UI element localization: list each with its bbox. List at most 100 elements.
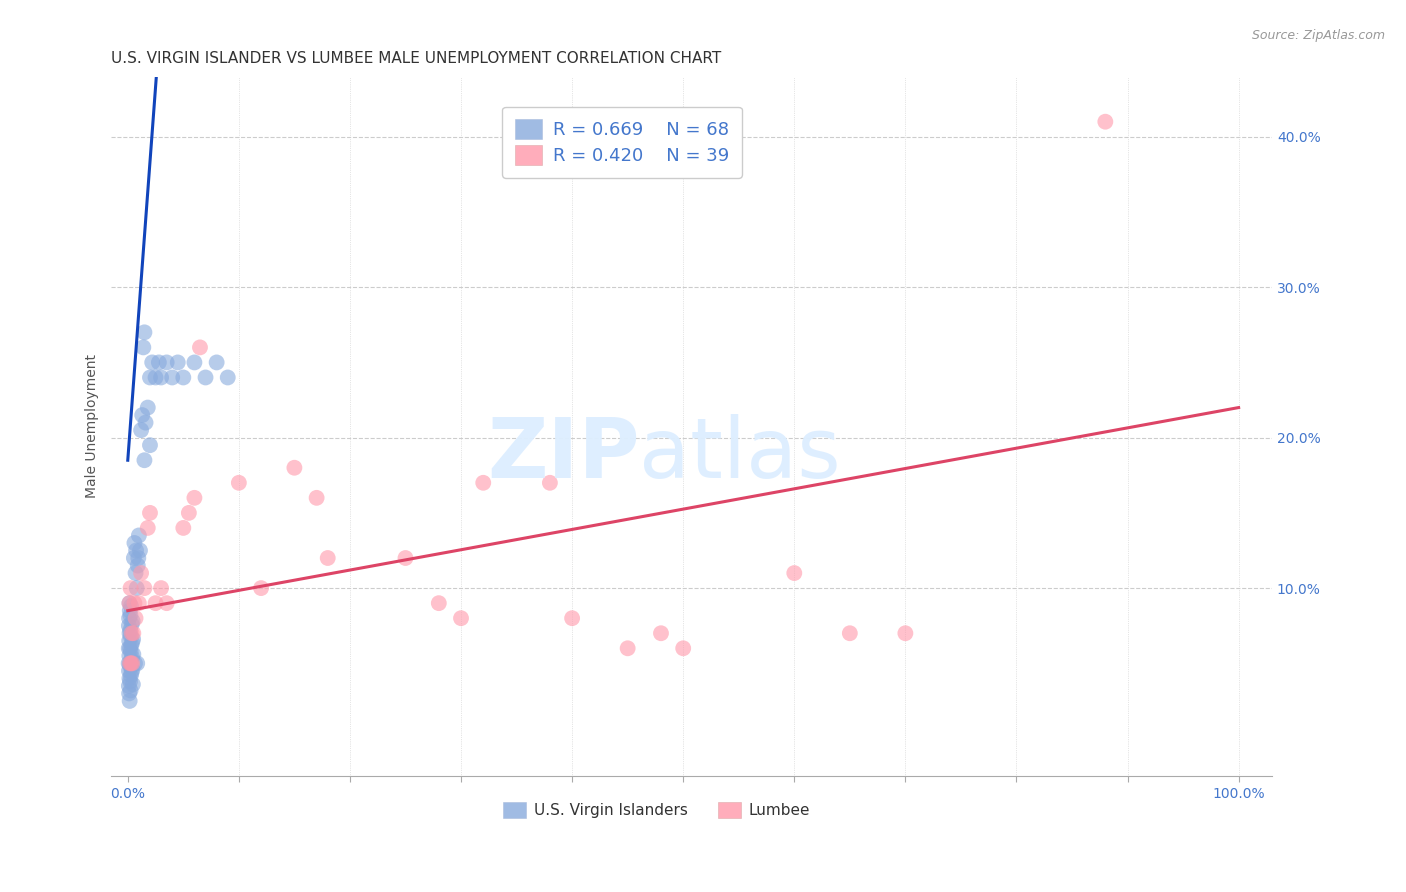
- Point: [121, 635, 143, 649]
- Point: [118, 672, 141, 686]
- Point: [783, 566, 806, 580]
- Text: U.S. VIRGIN ISLANDER VS LUMBEE MALE UNEMPLOYMENT CORRELATION CHART: U.S. VIRGIN ISLANDER VS LUMBEE MALE UNEM…: [111, 51, 721, 66]
- Point: [145, 370, 167, 384]
- Point: [1094, 114, 1116, 128]
- Legend: U.S. Virgin Islanders, Lumbee: U.S. Virgin Islanders, Lumbee: [498, 797, 817, 824]
- Point: [118, 604, 141, 618]
- Point: [118, 657, 141, 671]
- Point: [122, 626, 145, 640]
- Point: [118, 626, 141, 640]
- Point: [121, 657, 143, 671]
- Point: [118, 633, 141, 648]
- Point: [148, 355, 170, 369]
- Point: [121, 665, 143, 680]
- Point: [122, 632, 145, 647]
- Point: [177, 506, 200, 520]
- Point: [150, 581, 173, 595]
- Y-axis label: Male Unemployment: Male Unemployment: [86, 354, 100, 499]
- Point: [139, 506, 162, 520]
- Point: [120, 657, 142, 671]
- Point: [427, 596, 450, 610]
- Point: [118, 686, 141, 700]
- Point: [127, 558, 149, 573]
- Point: [128, 596, 150, 610]
- Point: [124, 611, 146, 625]
- Point: [135, 416, 157, 430]
- Point: [160, 370, 183, 384]
- Point: [127, 551, 149, 566]
- Point: [118, 664, 141, 678]
- Point: [125, 543, 148, 558]
- Point: [118, 611, 141, 625]
- Point: [118, 648, 141, 663]
- Point: [132, 340, 155, 354]
- Point: [129, 566, 152, 580]
- Point: [838, 626, 860, 640]
- Point: [166, 355, 188, 369]
- Point: [124, 536, 146, 550]
- Point: [124, 566, 146, 580]
- Point: [120, 581, 142, 595]
- Point: [120, 624, 142, 638]
- Point: [129, 543, 152, 558]
- Point: [120, 659, 142, 673]
- Point: [120, 653, 142, 667]
- Point: [450, 611, 472, 625]
- Point: [394, 551, 416, 566]
- Point: [472, 475, 495, 490]
- Point: [120, 599, 142, 614]
- Point: [228, 475, 250, 490]
- Point: [122, 677, 145, 691]
- Point: [121, 617, 143, 632]
- Point: [120, 629, 142, 643]
- Point: [121, 626, 143, 640]
- Point: [316, 551, 339, 566]
- Point: [217, 370, 239, 384]
- Point: [120, 638, 142, 652]
- Point: [121, 650, 143, 665]
- Point: [118, 596, 141, 610]
- Point: [127, 657, 149, 671]
- Point: [136, 401, 159, 415]
- Point: [118, 679, 141, 693]
- Point: [561, 611, 583, 625]
- Point: [145, 596, 167, 610]
- Point: [172, 370, 194, 384]
- Text: ZIP: ZIP: [486, 414, 640, 495]
- Point: [121, 614, 143, 628]
- Text: Source: ZipAtlas.com: Source: ZipAtlas.com: [1251, 29, 1385, 42]
- Point: [672, 641, 695, 656]
- Point: [141, 355, 163, 369]
- Point: [156, 355, 179, 369]
- Point: [283, 460, 305, 475]
- Point: [134, 326, 156, 340]
- Point: [183, 491, 205, 505]
- Point: [150, 370, 173, 384]
- Point: [134, 453, 156, 467]
- Point: [188, 340, 211, 354]
- Point: [538, 475, 561, 490]
- Point: [118, 618, 141, 632]
- Point: [120, 668, 142, 682]
- Point: [118, 657, 141, 671]
- Point: [124, 657, 146, 671]
- Point: [128, 528, 150, 542]
- Point: [139, 438, 162, 452]
- Text: atlas: atlas: [640, 414, 841, 495]
- Point: [134, 581, 156, 595]
- Point: [616, 641, 638, 656]
- Point: [139, 370, 162, 384]
- Point: [120, 608, 142, 623]
- Point: [650, 626, 672, 640]
- Point: [118, 657, 141, 671]
- Point: [194, 370, 217, 384]
- Point: [122, 648, 145, 662]
- Point: [250, 581, 273, 595]
- Point: [183, 355, 205, 369]
- Point: [894, 626, 917, 640]
- Point: [118, 596, 141, 610]
- Point: [120, 683, 142, 698]
- Point: [118, 641, 141, 656]
- Point: [129, 423, 152, 437]
- Point: [122, 551, 145, 566]
